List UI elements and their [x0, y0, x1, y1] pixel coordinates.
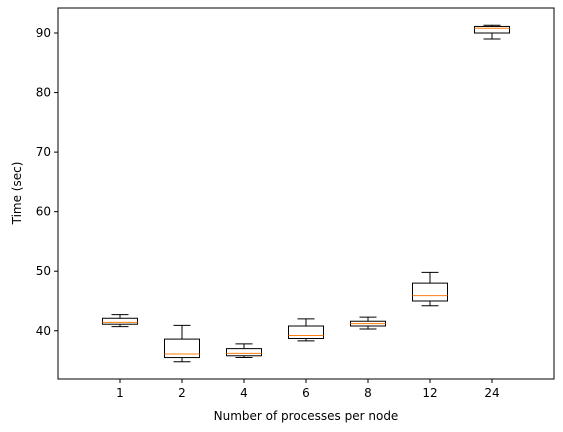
y-tick-label: 60 — [36, 205, 51, 219]
x-tick-label: 12 — [422, 386, 437, 400]
x-axis-label: Number of processes per node — [214, 409, 399, 423]
y-tick-label: 90 — [36, 26, 51, 40]
plot-area — [57, 7, 555, 380]
x-tick-label: 8 — [364, 386, 372, 400]
iqr-box — [288, 325, 324, 340]
x-tick-label: 6 — [302, 386, 310, 400]
iqr-box — [474, 25, 510, 34]
box-12 — [412, 271, 448, 307]
y-tick-label: 80 — [36, 86, 51, 100]
boxes-layer — [102, 24, 510, 363]
iqr-box — [226, 348, 262, 357]
y-tick-label: 50 — [36, 264, 51, 278]
iqr-box — [412, 282, 448, 302]
x-tick-label: 1 — [116, 386, 124, 400]
x-tick-label: 2 — [178, 386, 186, 400]
box-2 — [164, 324, 200, 363]
iqr-box — [164, 338, 200, 359]
box-6 — [288, 318, 324, 342]
x-tick-label: 24 — [484, 386, 499, 400]
box-1 — [102, 314, 138, 328]
box-8 — [350, 316, 386, 330]
box-24 — [474, 24, 510, 40]
y-tick-label: 40 — [36, 324, 51, 338]
box-4 — [226, 343, 262, 359]
x-tick-label: 4 — [240, 386, 248, 400]
y-axis-label: Time (sec) — [10, 162, 24, 226]
iqr-box — [102, 317, 138, 325]
y-tick-label: 70 — [36, 145, 51, 159]
